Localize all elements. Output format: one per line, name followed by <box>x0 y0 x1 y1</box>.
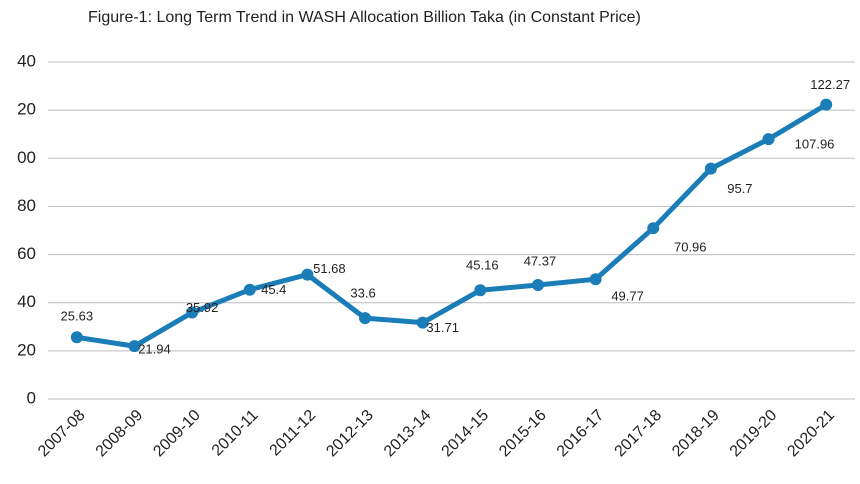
value-label: 45.4 <box>261 282 286 297</box>
y-tick-label: 40 <box>17 51 36 70</box>
x-tick-label: 2010-11 <box>209 407 262 460</box>
line <box>76 102 828 349</box>
y-tick-label: 00 <box>17 148 36 167</box>
point <box>474 284 487 297</box>
point <box>301 268 314 281</box>
value-label: 25.63 <box>61 309 94 324</box>
value-label: 70.96 <box>674 240 707 255</box>
y-tick-label: 40 <box>17 292 36 311</box>
point <box>416 316 429 329</box>
value-label: 122.27 <box>810 77 850 92</box>
x-tick-label: 2012-13 <box>323 407 377 461</box>
value-label: 33.6 <box>350 286 375 301</box>
point <box>243 283 256 296</box>
value-label: 45.16 <box>466 258 499 273</box>
y-tick-label: 0 <box>27 388 36 407</box>
point <box>70 331 83 344</box>
point <box>128 340 141 353</box>
y-tick-label: 80 <box>17 196 36 215</box>
x-tick-label: 2018-19 <box>669 407 723 461</box>
x-tick-label: 2007-08 <box>35 407 89 461</box>
value-label: 35.92 <box>186 300 219 315</box>
point <box>359 312 372 325</box>
value-label: 21.94 <box>138 342 171 357</box>
x-tick-label: 2017-18 <box>612 407 666 461</box>
x-tick-label: 2019-20 <box>727 407 781 461</box>
x-tick-label: 2015-16 <box>496 407 550 461</box>
value-label: 47.37 <box>524 253 557 268</box>
point <box>647 222 660 235</box>
x-tick-label: 2020-21 <box>784 407 838 461</box>
point <box>531 278 544 291</box>
y-tick-label: 20 <box>17 100 36 119</box>
value-label: 95.7 <box>727 181 752 196</box>
point <box>762 133 775 146</box>
point <box>589 273 602 286</box>
chart-title: Figure-1: Long Term Trend in WASH Alloca… <box>88 9 641 26</box>
value-label: 49.77 <box>611 289 644 304</box>
value-label: 31.71 <box>426 320 459 335</box>
x-tick-label: 2008-09 <box>93 407 147 461</box>
value-label: 51.68 <box>313 261 346 276</box>
x-tick-label: 2016-17 <box>554 407 608 461</box>
y-tick-label: 60 <box>17 244 36 263</box>
x-tick-label: 2014-15 <box>439 407 493 461</box>
point <box>186 306 199 319</box>
x-tick-label: 2009-10 <box>150 407 204 461</box>
value-label: 107.96 <box>795 137 835 152</box>
point <box>820 98 833 111</box>
point <box>704 162 717 175</box>
x-tick-label: 2013-14 <box>381 407 435 461</box>
x-tick-label: 2011-12 <box>267 407 320 460</box>
y-tick-label: 20 <box>17 340 36 359</box>
